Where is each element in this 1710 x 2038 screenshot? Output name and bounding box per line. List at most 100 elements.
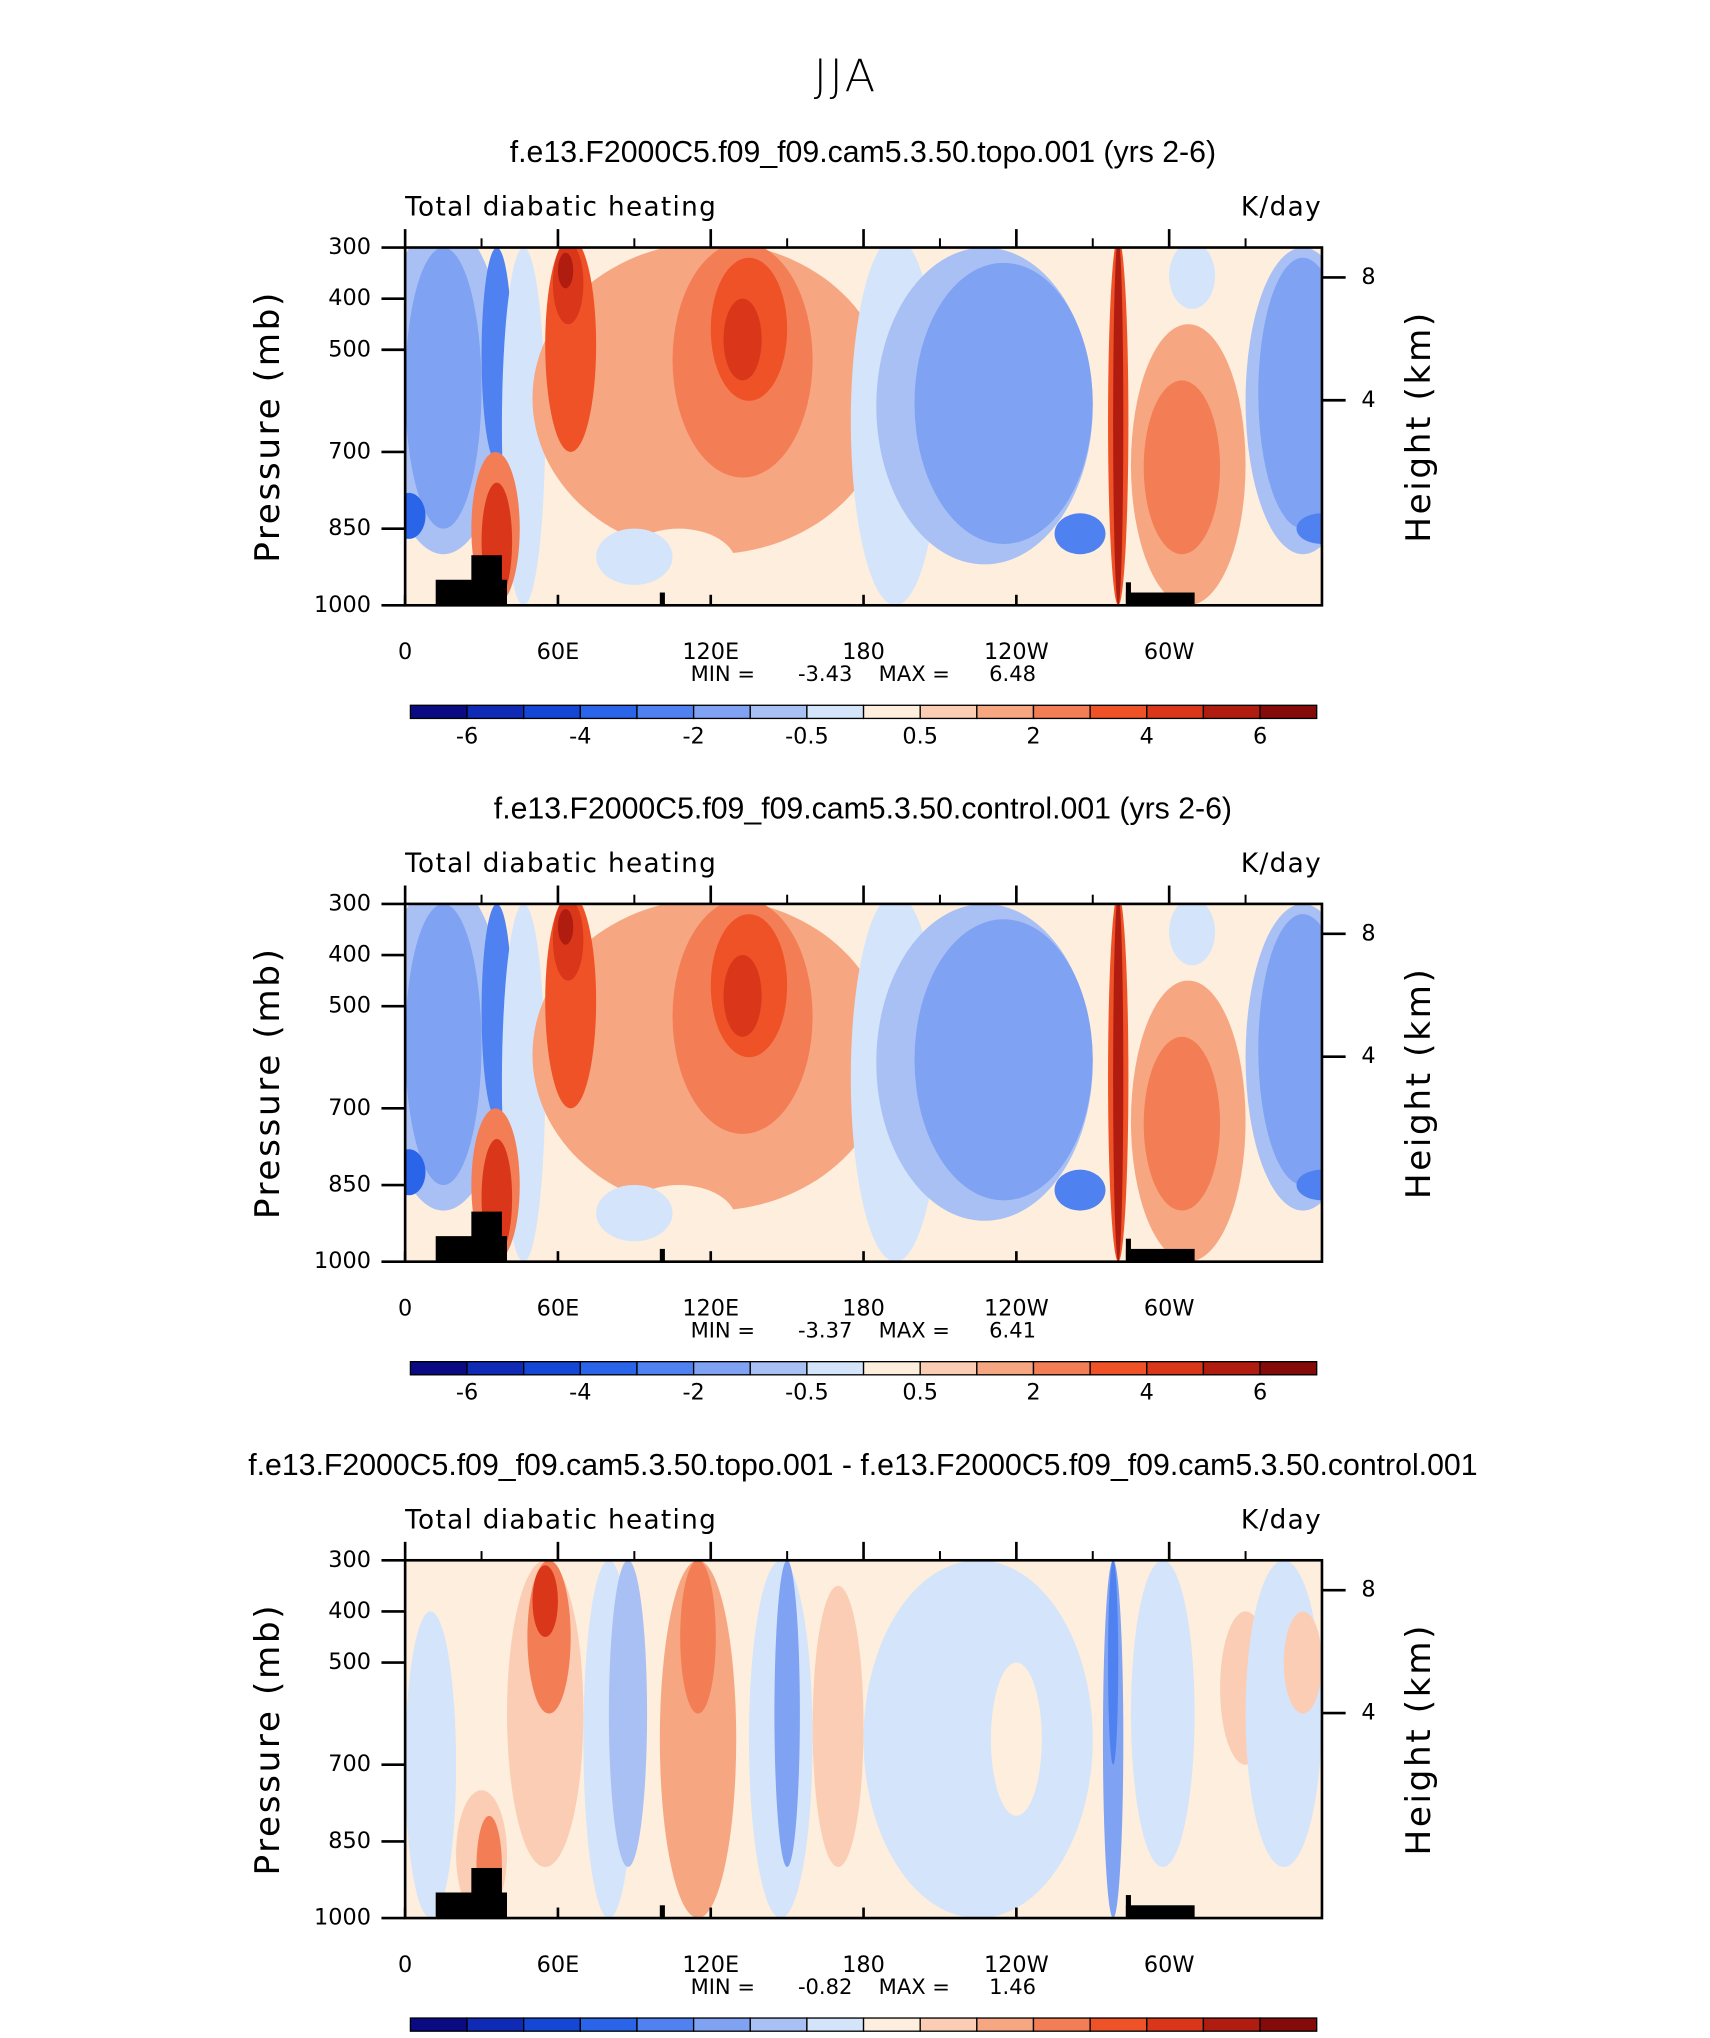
colorbar-box [976,704,1035,720]
colorbar-box [976,1361,1035,1376]
contour-region [863,1560,1093,1919]
x-tick-label: 60E [537,1296,580,1322]
right-string: K/day [1241,1505,1322,1535]
x-tick-label: 120W [984,1296,1049,1322]
colorbar-box [466,2017,525,2032]
colorbar-label: -0.3 [728,2036,772,2038]
y-tick-label: 1000 [314,1248,371,1274]
colorbar-label: 2 [1026,1380,1040,1406]
contour-region [1169,903,1215,966]
colorbar-label: 4 [1140,1380,1154,1406]
colorbar-box [919,1361,978,1376]
colorbar-label: 0.9 [1072,2036,1108,2038]
contour-region [659,1560,737,1919]
x-tick-label: 120E [682,639,739,665]
contour-region [1296,1169,1322,1201]
y-axis-label: Pressure (mb) [248,946,288,1219]
colorbar-label: -4 [569,1380,591,1406]
max-value: 6.48 [989,661,1036,686]
contour-region [914,919,1093,1201]
colorbar-box [806,1361,865,1376]
y-tick-label: 500 [328,336,371,362]
colorbar-label: 1.5 [1186,2036,1222,2038]
x-tick-label: 0 [398,639,412,665]
topography [1125,1238,1131,1262]
x-tick-label: 0 [398,1296,412,1322]
colorbar-box [1089,1361,1148,1376]
colorbar-label: 0.5 [902,1380,938,1406]
colorbar-box [1259,1361,1318,1376]
y-tick-label: 400 [328,942,371,968]
y2-tick-label: 4 [1361,1043,1375,1069]
y-tick-label: 850 [328,1172,371,1198]
x-tick-label: 120W [984,639,1049,665]
contour-region [723,298,762,381]
contour-field [405,247,1322,606]
contour-region [1296,513,1322,544]
colorbar-box [523,2017,581,2032]
topography [1125,1895,1131,1919]
y-tick-label: 1000 [314,1905,371,1931]
colorbar-label: 0.5 [902,723,938,749]
colorbar-label: -1.5 [502,2036,546,2038]
colorbar-box [636,2017,695,2032]
y-tick-label: 500 [328,993,371,1019]
x-tick-label: 180 [842,1296,885,1322]
max-value: 1.46 [989,1974,1036,1999]
contour-region [680,1560,716,1714]
x-tick-label: 120E [682,1952,739,1978]
topography [1125,1248,1195,1262]
colorbar-box [523,704,581,720]
y2-tick-label: 8 [1361,264,1375,290]
colorbar-box [579,1361,638,1376]
colorbar-box [862,1361,921,1376]
colorbar-label: -0.9 [615,2036,659,2038]
contour-region [405,492,426,539]
contour-region [1283,1611,1322,1714]
colorbar-box [1202,704,1261,720]
colorbar-label: 4 [1140,723,1154,749]
figure-title: JJA [814,49,878,102]
contour-region [1113,247,1124,606]
contour-region [1258,257,1322,529]
contour-region [1054,513,1106,555]
topography [659,1905,665,1919]
y2-tick-label: 8 [1361,920,1375,946]
x-tick-label: 60E [537,1952,580,1978]
colorbar-box [1146,704,1205,720]
colorbar-label: -2 [682,1380,704,1406]
topography [659,1248,665,1262]
contour-region [1245,1560,1322,1867]
colorbar-label: -2 [682,723,704,749]
contour-region [557,252,574,289]
colorbar-box [692,704,751,720]
panel-title: f.e13.F2000C5.f09_f09.cam5.3.50.topo.001… [248,1449,1477,1482]
colorbar-box [749,704,808,720]
x-tick-label: 180 [842,1952,885,1978]
topography [471,1211,502,1262]
colorbar-box [1032,1361,1091,1376]
right-string: K/day [1241,193,1322,223]
contour-region [405,903,482,1185]
colorbar-box [1146,2017,1205,2032]
colorbar-box [806,2017,865,2032]
colorbar-box [636,704,695,720]
y-tick-label: 850 [328,515,371,541]
x-tick-label: 60W [1144,1952,1195,1978]
colorbar-box [466,1361,525,1376]
y-tick-label: 700 [328,438,371,464]
y-tick-label: 400 [328,1598,371,1624]
colorbar-box [1089,2017,1148,2032]
colorbar-box [919,704,978,720]
contour-region [1108,1560,1119,1765]
contour-region [774,1560,800,1867]
contour-region [405,247,482,529]
y2-tick-label: 8 [1361,1577,1375,1603]
contour-field [405,903,1322,1262]
y-tick-label: 850 [328,1828,371,1854]
y-tick-label: 400 [328,285,371,311]
colorbar-label: -0.5 [785,723,829,749]
colorbar-box [806,704,865,720]
min-value: -3.43 [798,661,852,686]
